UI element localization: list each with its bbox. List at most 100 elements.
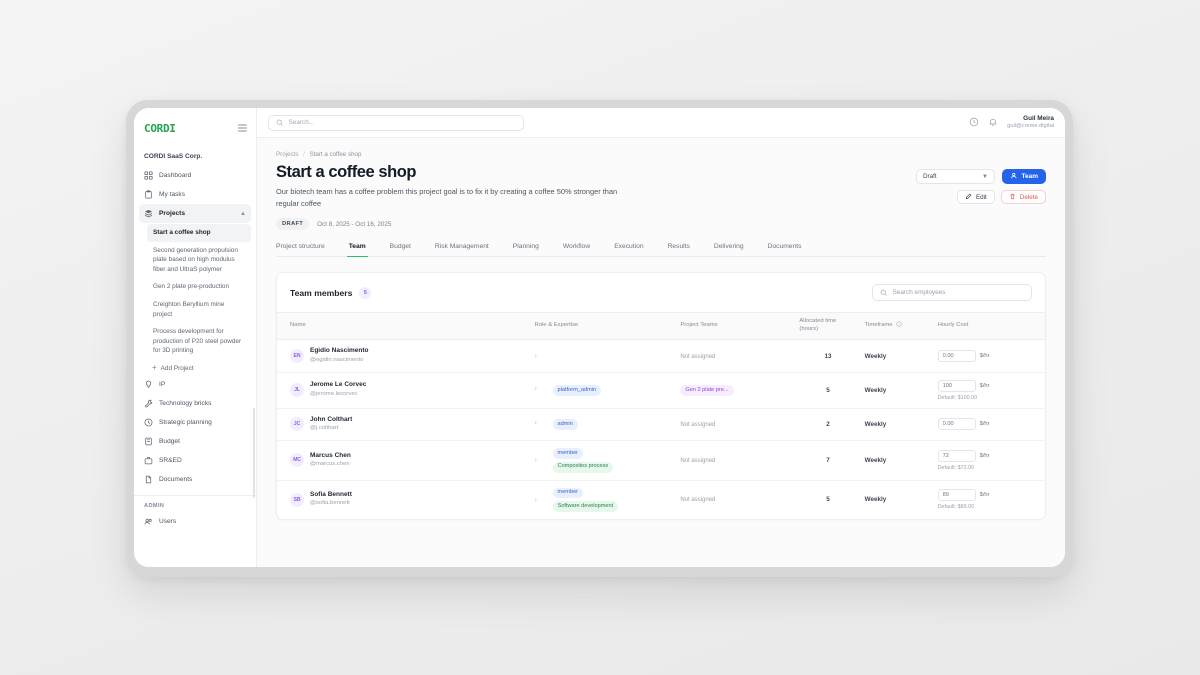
chevron-right-icon[interactable]: › [534, 496, 537, 504]
cell-timeframe[interactable]: Weekly [860, 339, 934, 374]
tab-workflow[interactable]: Workflow [562, 243, 591, 251]
history-icon[interactable] [969, 117, 979, 127]
top-bar: Guil Meira guil@creme.digital [257, 108, 1065, 138]
sidebar-scrollbar[interactable] [253, 408, 255, 498]
cell-role-expertise[interactable]: › platform_admin [530, 372, 677, 409]
cell-timeframe[interactable]: Weekly [860, 408, 934, 442]
search-input[interactable] [288, 119, 516, 126]
tab-planning[interactable]: Planning [512, 243, 539, 251]
sidebar-item-users[interactable]: Users [139, 512, 251, 531]
search-icon [276, 119, 284, 127]
role-pill: admin [552, 419, 578, 430]
info-icon[interactable] [895, 321, 902, 331]
hourly-cost-input[interactable] [937, 350, 976, 363]
delete-button[interactable]: Delete [1000, 190, 1046, 204]
table-row[interactable]: JL Jerome Le Corvec @jerome.lecorvec › p… [277, 372, 1045, 409]
bell-icon[interactable] [988, 117, 998, 127]
tab-risk-management[interactable]: Risk Management [434, 243, 489, 251]
cell-timeframe[interactable]: Weekly [860, 440, 934, 481]
project-item-second-generation-propulsion-plate[interactable]: Second generation propulsion plate based… [153, 246, 238, 273]
tab-project-structure[interactable]: Project structure [276, 243, 325, 251]
project-item-creighton-beryllium-mine[interactable]: Creighton Beryllium mine project [153, 301, 225, 318]
cell-project-teams: Not assigned [676, 408, 796, 442]
main-area: Guil Meira guil@creme.digital Projects /… [257, 108, 1065, 567]
project-item-gen-2-plate-pre-production[interactable]: Gen 2 plate pre-production [153, 283, 230, 291]
topbar-right-group: Guil Meira guil@creme.digital [969, 115, 1054, 131]
tab-documents[interactable]: Documents [767, 243, 802, 251]
tab-team[interactable]: Team [337, 243, 378, 258]
tab-execution[interactable]: Execution [614, 243, 644, 251]
cell-role-expertise[interactable]: › member Software development [530, 480, 676, 519]
default-cost-note: Default: $89.00 [937, 503, 975, 510]
cell-role-expertise[interactable]: › member Composites process [530, 440, 677, 481]
sidebar-item-label: My tasks [159, 191, 186, 198]
chevron-up-icon[interactable]: ▲ [240, 210, 246, 217]
tab-results[interactable]: Results [667, 243, 690, 251]
tab-delivering[interactable]: Delivering [713, 243, 744, 251]
table-row[interactable]: SB Sofia Bennett @sofia.bennett › [277, 480, 1045, 519]
person-cell: EN Egidio Nascimento @egidio.nascimento [290, 347, 526, 365]
col-project-teams: Project Teams [676, 312, 796, 341]
sidebar-item-label: Budget [159, 438, 180, 446]
global-search[interactable] [268, 114, 524, 131]
hourly-cost-input[interactable] [937, 380, 976, 393]
app-logo[interactable]: CORDI [144, 121, 176, 135]
page-title: Start a coffee shop [276, 163, 416, 181]
avatar: MC [290, 453, 304, 468]
hourly-cost-input[interactable] [937, 450, 976, 463]
employee-search-input[interactable] [892, 289, 1024, 297]
clock-icon [144, 418, 153, 427]
person-cell: JC John Colthart @j.colthart [290, 416, 526, 434]
breadcrumb-parent[interactable]: Projects [276, 151, 299, 158]
team-button[interactable]: Team [1002, 169, 1046, 184]
col-hourly-cost: Hourly Cost [933, 312, 1045, 341]
sidebar-item-projects[interactable]: Projects ▲ [139, 204, 251, 223]
hamburger-menu-icon[interactable] [238, 124, 247, 132]
document-icon [144, 475, 153, 484]
browser-window-frame: CORDI CORDI SaaS Corp. Dashboard My task… [126, 100, 1073, 577]
cell-timeframe[interactable]: Weekly [864, 496, 887, 504]
project-description: Our biotech team has a coffee problem th… [276, 187, 618, 208]
sidebar: CORDI CORDI SaaS Corp. Dashboard My task… [134, 108, 257, 567]
cell-timeframe[interactable]: Weekly [860, 372, 934, 409]
sidebar-item-documents[interactable]: Documents [139, 470, 251, 489]
hourly-cost-input[interactable] [937, 489, 976, 502]
project-item-process-development-p20[interactable]: Process development for production of P2… [153, 328, 242, 355]
sidebar-item-dashboard[interactable]: Dashboard [139, 166, 251, 185]
tab-budget[interactable]: Budget [389, 243, 411, 251]
chevron-right-icon[interactable]: › [534, 385, 537, 393]
breadcrumb: Projects / Start a coffee shop [276, 151, 1046, 158]
cell-name: JL Jerome Le Corvec @jerome.lecorvec [277, 372, 531, 409]
default-cost-note: Default: $100.00 [937, 394, 978, 401]
chevron-right-icon[interactable]: › [534, 419, 537, 427]
cell-role-expertise[interactable]: › admin [530, 408, 677, 442]
table-row[interactable]: MC Marcus Chen @marcus.chen › [277, 440, 1045, 481]
table-header-row: Name Role & Expertise Project Teams Allo… [277, 312, 1045, 341]
hourly-cost-input[interactable] [937, 418, 976, 431]
cell-allocated-time: 5 [795, 372, 861, 409]
breadcrumb-separator: / [303, 151, 305, 158]
chevron-right-icon[interactable]: › [534, 457, 537, 465]
project-item-start-a-coffee-shop[interactable]: Start a coffee shop [147, 224, 251, 242]
sidebar-item-ip[interactable]: IP [139, 375, 251, 394]
status-select[interactable]: Draft ▼ [916, 169, 995, 184]
sidebar-item-strategic-planning[interactable]: Strategic planning [139, 413, 251, 432]
sidebar-item-my-tasks[interactable]: My tasks [139, 185, 251, 204]
col-allocated-line2: (hours) [799, 326, 819, 333]
team-members-card: Team members 5 [276, 272, 1046, 520]
cell-role-expertise[interactable]: › [530, 339, 677, 374]
chevron-right-icon[interactable]: › [534, 352, 537, 360]
edit-button[interactable]: Edit [956, 190, 995, 204]
sidebar-item-budget[interactable]: Budget [139, 432, 251, 451]
sidebar-item-sred[interactable]: SR&ED [139, 451, 251, 470]
person-icon [1010, 172, 1018, 182]
user-email: guil@creme.digital [1007, 122, 1054, 129]
sidebar-item-technology-bricks[interactable]: Technology bricks [139, 394, 251, 413]
cell-hourly-cost: $/hr Default: $100.00 [933, 372, 1045, 409]
person-cell: MC Marcus Chen @marcus.chen [290, 452, 526, 470]
employee-search[interactable] [872, 284, 1032, 302]
table-row[interactable]: EN Egidio Nascimento @egidio.nascimento … [277, 339, 1045, 374]
table-row[interactable]: JC John Colthart @j.colthart › admin [277, 408, 1045, 442]
add-project-button[interactable]: + Add Project [152, 364, 251, 372]
user-menu[interactable]: Guil Meira guil@creme.digital [1007, 115, 1054, 131]
